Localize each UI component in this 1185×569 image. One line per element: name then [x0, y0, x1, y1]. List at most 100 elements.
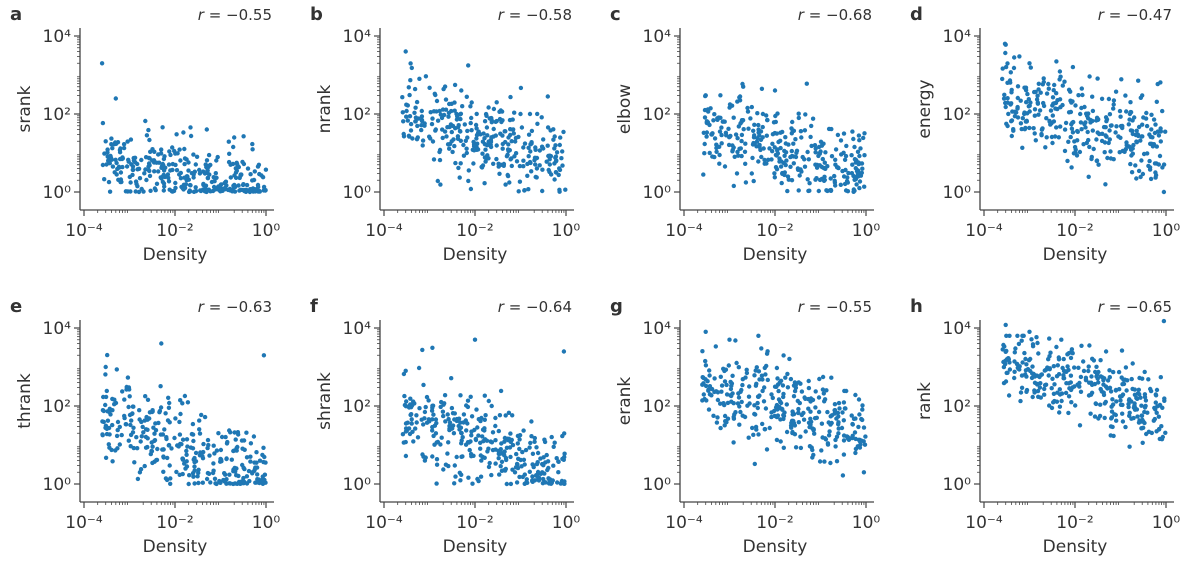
scatter-point — [719, 383, 725, 388]
scatter-point — [806, 406, 811, 411]
scatter-point — [455, 136, 461, 141]
scatter-point — [1035, 388, 1041, 394]
scatter-point — [232, 430, 237, 435]
scatter-point — [1146, 377, 1151, 382]
scatter-point — [1108, 149, 1113, 154]
x-tick-label: 10⁻⁴ — [65, 221, 103, 241]
scatter-point — [1103, 349, 1109, 354]
scatter-point — [508, 94, 513, 100]
scatter-point — [798, 434, 803, 439]
scatter-point — [107, 445, 112, 450]
scatter-point — [173, 180, 178, 186]
y-tick-label: 10² — [943, 105, 971, 125]
scatter-point — [464, 403, 469, 408]
scatter-point — [775, 413, 781, 418]
scatter-point — [427, 419, 432, 424]
scatter-point — [861, 425, 867, 430]
scatter-point — [703, 377, 708, 382]
scatter-point — [729, 103, 735, 108]
scatter-point — [1102, 415, 1107, 421]
scatter-point — [835, 132, 841, 138]
scatter-point — [232, 481, 238, 486]
scatter-point — [533, 145, 538, 150]
scatter-point — [1031, 126, 1036, 131]
scatter-point — [409, 421, 414, 426]
scatter-point — [810, 447, 815, 453]
scatter-point — [504, 154, 510, 159]
scatter-point — [500, 133, 505, 138]
scatter-point — [799, 412, 804, 418]
scatter-point — [263, 188, 268, 193]
scatter-point — [137, 408, 142, 413]
scatter-point — [786, 142, 791, 147]
scatter-point — [1057, 404, 1063, 409]
scatter-point — [1144, 123, 1150, 129]
scatter-point — [1086, 364, 1091, 369]
scatter-point — [1114, 418, 1119, 423]
scatter-point — [780, 383, 786, 388]
scatter-point — [557, 167, 563, 173]
scatter-point — [711, 413, 716, 418]
scatter-point — [789, 148, 794, 154]
scatter-point — [1057, 387, 1063, 392]
scatter-point — [1025, 111, 1030, 116]
scatter-point — [796, 188, 801, 193]
scatter-point — [1005, 61, 1010, 66]
scatter-point — [833, 157, 838, 162]
scatter-point — [125, 375, 131, 380]
scatter-point — [1023, 100, 1029, 105]
scatter-point — [833, 437, 838, 443]
scatter-point — [749, 104, 754, 110]
scatter-point — [419, 114, 425, 119]
scatter-point — [1089, 156, 1094, 162]
scatter-point — [836, 431, 841, 436]
scatter-point — [819, 143, 825, 148]
scatter-point — [1015, 84, 1021, 89]
scatter-point — [1070, 130, 1076, 135]
scatter-point — [174, 469, 179, 475]
scatter-point — [499, 441, 504, 446]
scatter-point — [1138, 395, 1143, 400]
scatter-point — [514, 159, 520, 164]
scatter-point — [1108, 123, 1114, 128]
scatter-point — [1090, 356, 1095, 361]
scatter-point — [775, 376, 780, 381]
scatter-point — [1153, 122, 1158, 127]
scatter-point — [1111, 102, 1116, 107]
scatter-point — [434, 462, 440, 467]
scatter-point — [774, 384, 779, 389]
scatter-point — [107, 189, 113, 194]
scatter-point — [261, 445, 266, 450]
scatter-point — [838, 182, 843, 187]
scatter-point — [191, 189, 197, 194]
scatter-point — [458, 111, 464, 117]
scatter-point — [774, 131, 779, 136]
scatter-point — [437, 108, 442, 114]
scatter-point — [1099, 96, 1105, 102]
scatter-point — [724, 392, 730, 397]
scatter-point — [1029, 337, 1034, 342]
scatter-point — [201, 169, 206, 174]
scatter-point — [1161, 318, 1167, 324]
scatter-point — [733, 338, 738, 343]
scatter-point — [1035, 93, 1040, 99]
scatter-point — [817, 459, 823, 464]
scatter-point — [238, 173, 243, 178]
scatter-point — [719, 389, 724, 394]
scatter-point — [1123, 93, 1128, 98]
correlation-label: r = −0.55 — [198, 6, 272, 24]
scatter-point — [218, 480, 223, 485]
scatter-point — [526, 187, 531, 192]
scatter-point — [732, 412, 737, 417]
scatter-point — [250, 147, 255, 152]
scatter-point — [559, 156, 564, 161]
scatter-point — [253, 187, 258, 193]
scatter-point — [859, 416, 864, 422]
scatter-point — [182, 461, 187, 466]
scatter-point — [172, 435, 177, 441]
y-tick-label: 10⁰ — [643, 183, 672, 203]
scatter-point — [1069, 165, 1074, 170]
scatter-point — [447, 420, 453, 425]
scatter-point — [1141, 425, 1146, 430]
scatter-point — [738, 146, 743, 151]
